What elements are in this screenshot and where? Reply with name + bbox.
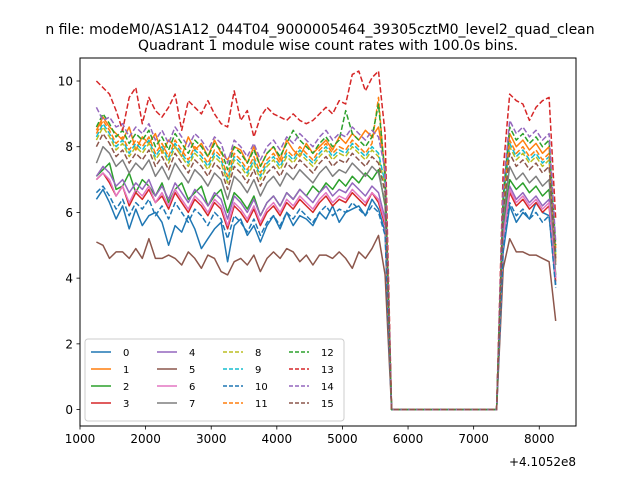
x-tick-label: 1000 bbox=[65, 432, 96, 446]
legend-label-14: 14 bbox=[321, 382, 334, 393]
legend-label-0: 0 bbox=[123, 348, 129, 359]
y-tick-label: 2 bbox=[65, 337, 73, 351]
legend-label-11: 11 bbox=[255, 399, 268, 410]
x-tick-label: 5000 bbox=[327, 432, 358, 446]
x-tick-label: 3000 bbox=[196, 432, 227, 446]
legend-label-6: 6 bbox=[189, 382, 195, 393]
chart-title: Quadrant 1 module wise count rates with … bbox=[138, 38, 518, 54]
x-tick-label: 8000 bbox=[524, 432, 555, 446]
legend-label-9: 9 bbox=[255, 365, 261, 376]
series-line-11 bbox=[95, 96, 557, 411]
legend-label-8: 8 bbox=[255, 348, 261, 359]
x-tick-label: 4000 bbox=[262, 432, 293, 446]
legend-label-2: 2 bbox=[123, 382, 129, 393]
x-tick-label: 7000 bbox=[458, 432, 489, 446]
y-tick-label: 0 bbox=[65, 403, 73, 417]
chart-suptitle: n file: modeM0/AS1A12_044T04_9000005464_… bbox=[45, 22, 594, 38]
y-tick-label: 6 bbox=[65, 206, 73, 220]
series-lines bbox=[95, 70, 557, 411]
legend-box bbox=[84, 338, 345, 422]
legend-label-12: 12 bbox=[321, 348, 334, 359]
y-tick-label: 8 bbox=[65, 140, 73, 154]
x-tick-label: 6000 bbox=[393, 432, 424, 446]
legend-label-10: 10 bbox=[255, 382, 268, 393]
legend-label-5: 5 bbox=[189, 365, 195, 376]
y-tick-label: 10 bbox=[58, 75, 73, 89]
legend-label-1: 1 bbox=[123, 365, 129, 376]
series-line-13 bbox=[95, 70, 557, 411]
series-line-15 bbox=[95, 132, 557, 411]
series-line-14 bbox=[95, 106, 557, 411]
y-tick-label: 4 bbox=[65, 272, 73, 286]
x-offset-label: +4.1052e8 bbox=[509, 455, 576, 469]
x-tick-label: 2000 bbox=[130, 432, 161, 446]
plot-frame bbox=[79, 57, 577, 427]
legend-label-3: 3 bbox=[123, 399, 129, 410]
legend-label-7: 7 bbox=[189, 399, 195, 410]
legend-label-13: 13 bbox=[321, 365, 334, 376]
legend-label-4: 4 bbox=[189, 348, 195, 359]
series-line-12 bbox=[95, 103, 557, 411]
legend-label-15: 15 bbox=[321, 399, 334, 410]
